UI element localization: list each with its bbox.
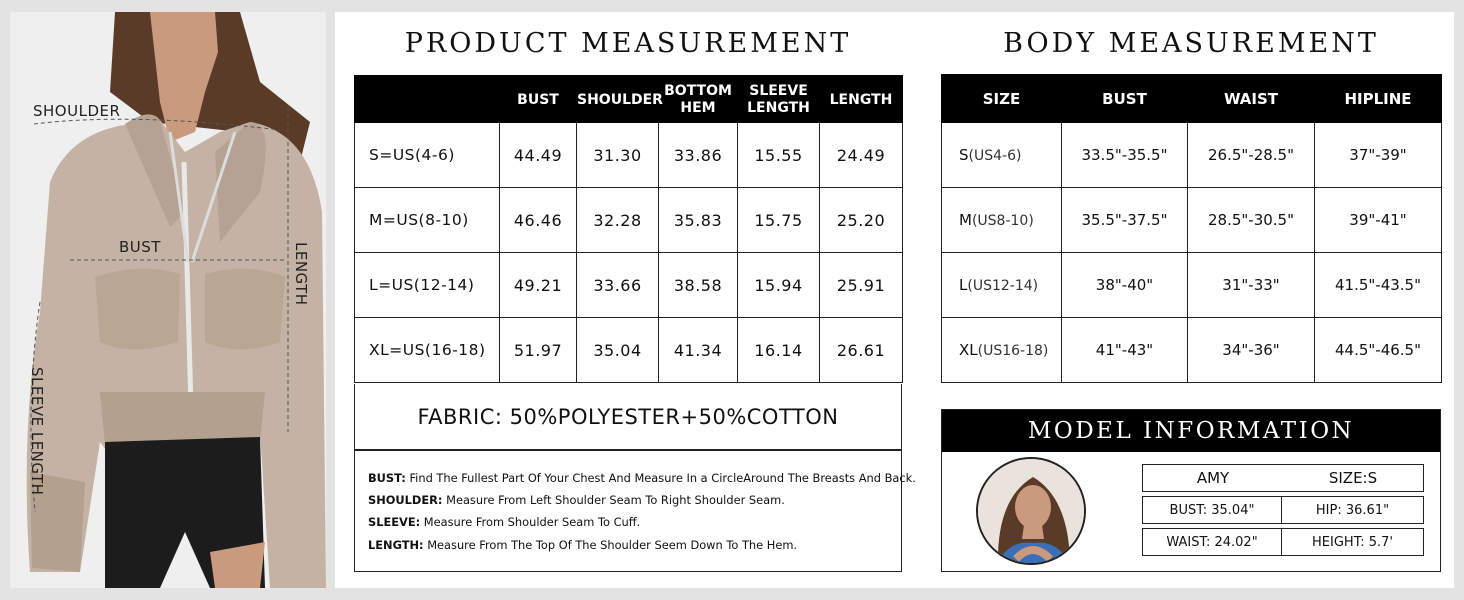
value-cell: 35.04: [576, 317, 659, 383]
value-cell: 28.5"-30.5": [1187, 187, 1315, 253]
note-sleeve: SLEEVE: Measure From Shoulder Seam To Cu…: [368, 515, 641, 530]
model-name: AMY: [1196, 469, 1230, 487]
model-hip: HIP: 36.61": [1282, 496, 1424, 524]
value-cell: 38"-40": [1061, 252, 1188, 318]
value-cell: 51.97: [499, 317, 577, 383]
value-cell: 33.86: [658, 122, 738, 188]
value-cell: 44.49: [499, 122, 577, 188]
size-cell: XL(US16-18): [941, 317, 1062, 383]
header-cell: SLEEVE LENGTH: [737, 75, 820, 123]
table-row: M=US(8-10) 46.46 32.28 35.83 15.75 25.20: [354, 187, 903, 253]
value-cell: 24.49: [819, 122, 903, 188]
value-cell: 16.14: [737, 317, 820, 383]
size-chart-panel: PRODUCT MEASUREMENT BUST SHOULDER BOTTOM…: [335, 12, 1454, 588]
header-cell: BUST: [499, 75, 577, 123]
note-shoulder: SHOULDER: Measure From Left Shoulder Sea…: [368, 493, 785, 508]
table-row: L(US12-14) 38"-40" 31"-33" 41.5"-43.5": [941, 252, 1442, 318]
fabric-composition: FABRIC: 50%POLYESTER+50%COTTON: [354, 384, 902, 450]
value-cell: 41.34: [658, 317, 738, 383]
value-cell: 34"-36": [1187, 317, 1315, 383]
model-waist: WAIST: 24.02": [1142, 528, 1282, 556]
note-length: LENGTH: Measure From The Top Of The Shou…: [368, 537, 798, 552]
value-cell: 38.58: [658, 252, 738, 318]
size-cell: M(US8-10): [941, 187, 1062, 253]
table-row: XL(US16-18) 41"-43" 34"-36" 44.5"-46.5": [941, 317, 1442, 383]
header-cell: WAIST: [1187, 74, 1315, 123]
product-measurement-table: BUST SHOULDER BOTTOM HEM SLEEVE LENGTH L…: [354, 75, 903, 383]
header-cell: HIPLINE: [1314, 74, 1442, 123]
value-cell: 39"-41": [1314, 187, 1442, 253]
table-row: L=US(12-14) 49.21 33.66 38.58 15.94 25.9…: [354, 252, 903, 318]
value-cell: 44.5"-46.5": [1314, 317, 1442, 383]
value-cell: 26.5"-28.5": [1187, 122, 1315, 188]
model-portrait-icon: [978, 459, 1084, 563]
product-photo: SHOULDER BUST LENGTH SLEEVE LENGTH: [10, 12, 326, 588]
value-cell: 31.30: [576, 122, 659, 188]
model-stats: AMY SIZE:S BUST: 35.04" HIP: 36.61" WAIS…: [1142, 464, 1424, 560]
value-cell: 41"-43": [1061, 317, 1188, 383]
header-cell: BOTTOM HEM: [658, 75, 738, 123]
table-row: XL=US(16-18) 51.97 35.04 41.34 16.14 26.…: [354, 317, 903, 383]
shoulder-label: SHOULDER: [33, 102, 121, 120]
table-header-row: SIZE BUST WAIST HIPLINE: [941, 74, 1442, 123]
model-size: SIZE:S: [1328, 469, 1378, 487]
value-cell: 25.20: [819, 187, 903, 253]
header-cell: SHOULDER: [576, 75, 663, 123]
value-cell: 33.5"-35.5": [1061, 122, 1188, 188]
value-cell: 26.61: [819, 317, 903, 383]
value-cell: 49.21: [499, 252, 577, 318]
value-cell: 35.5"-37.5": [1061, 187, 1188, 253]
length-label: LENGTH: [292, 242, 310, 306]
bust-label: BUST: [119, 238, 161, 256]
product-measurement-title: PRODUCT MEASUREMENT: [404, 28, 852, 59]
header-cell: SIZE: [941, 74, 1062, 123]
value-cell: 32.28: [576, 187, 659, 253]
model-information-title: MODEL INFORMATION: [942, 410, 1440, 452]
header-cell: BUST: [1061, 74, 1188, 123]
model-height: HEIGHT: 5.7': [1282, 528, 1424, 556]
table-row: M(US8-10) 35.5"-37.5" 28.5"-30.5" 39"-41…: [941, 187, 1442, 253]
header-cell: LENGTH: [819, 75, 903, 123]
table-header-row: BUST SHOULDER BOTTOM HEM SLEEVE LENGTH L…: [354, 75, 903, 123]
size-cell: XL=US(16-18): [354, 317, 500, 383]
size-cell: S=US(4-6): [354, 122, 500, 188]
size-cell: L=US(12-14): [354, 252, 500, 318]
value-cell: 41.5"-43.5": [1314, 252, 1442, 318]
value-cell: 25.91: [819, 252, 903, 318]
value-cell: 37"-39": [1314, 122, 1442, 188]
size-cell: L(US12-14): [941, 252, 1062, 318]
model-information: MODEL INFORMATION AMY SIZE:S BUST: 35.04…: [941, 409, 1441, 572]
stat-row: BUST: 35.04" HIP: 36.61": [1142, 496, 1424, 524]
size-cell: M=US(8-10): [354, 187, 500, 253]
value-cell: 46.46: [499, 187, 577, 253]
measurement-notes: BUST: Find The Fullest Part Of Your Ches…: [354, 450, 916, 572]
stat-row: WAIST: 24.02" HEIGHT: 5.7': [1142, 528, 1424, 556]
body-measurement-title: BODY MEASUREMENT: [1003, 28, 1379, 59]
value-cell: 33.66: [576, 252, 659, 318]
size-cell: S(US4-6): [941, 122, 1062, 188]
table-row: S(US4-6) 33.5"-35.5" 26.5"-28.5" 37"-39": [941, 122, 1442, 188]
value-cell: 15.55: [737, 122, 820, 188]
value-cell: 15.94: [737, 252, 820, 318]
value-cell: 15.75: [737, 187, 820, 253]
table-row: S=US(4-6) 44.49 31.30 33.86 15.55 24.49: [354, 122, 903, 188]
body-measurement-table: SIZE BUST WAIST HIPLINE S(US4-6) 33.5"-3…: [941, 74, 1442, 383]
note-bust: BUST: Find The Fullest Part Of Your Ches…: [368, 471, 916, 485]
avatar: [976, 457, 1086, 565]
value-cell: 31"-33": [1187, 252, 1315, 318]
sleeve-length-label: SLEEVE LENGTH: [28, 367, 46, 496]
model-bust: BUST: 35.04": [1142, 496, 1282, 524]
hoodie-illustration: [26, 12, 326, 588]
header-cell: [354, 75, 500, 123]
model-name-row: AMY SIZE:S: [1142, 464, 1424, 492]
value-cell: 35.83: [658, 187, 738, 253]
